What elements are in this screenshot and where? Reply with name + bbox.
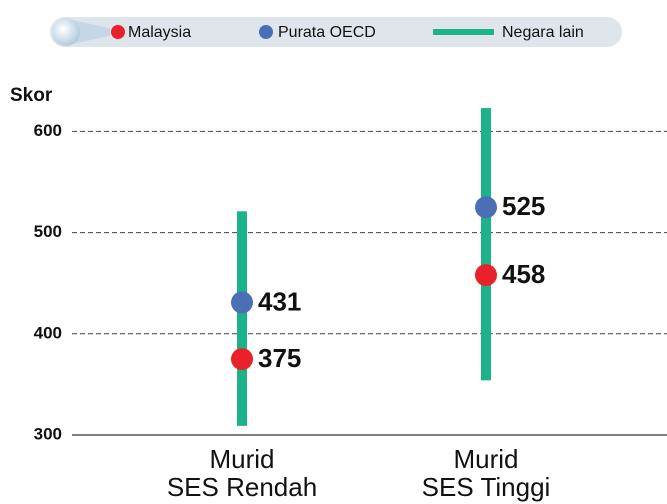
dot (231, 348, 253, 371)
dot (475, 264, 497, 287)
dot (475, 196, 497, 219)
legend-label: Malaysia (128, 24, 191, 41)
legend-marker (259, 25, 273, 39)
data-label: 375 (258, 343, 301, 373)
range-bar (481, 108, 491, 381)
x-tick-label: Murid (209, 444, 274, 474)
legend-label: Purata OECD (278, 24, 376, 41)
x-tick-label: SES Tinggi (422, 472, 551, 502)
x-tick-label: Murid (453, 444, 518, 474)
legend-marker (433, 29, 494, 35)
legend-decor (52, 18, 80, 46)
legend-label: Negara lain (502, 24, 584, 41)
range-bar (237, 211, 247, 426)
y-tick-label: 400 (34, 323, 62, 342)
legend-marker (111, 25, 125, 39)
y-tick-label: 600 (34, 121, 62, 140)
dot (231, 291, 253, 314)
data-label: 525 (502, 191, 545, 221)
y-tick-label: 300 (34, 424, 62, 443)
data-label: 431 (258, 286, 301, 316)
legend-box (50, 17, 622, 47)
y-axis-label: Skor (10, 85, 53, 106)
y-tick-label: 500 (34, 222, 62, 241)
x-tick-label: SES Rendah (167, 472, 317, 502)
data-label: 458 (502, 259, 545, 289)
